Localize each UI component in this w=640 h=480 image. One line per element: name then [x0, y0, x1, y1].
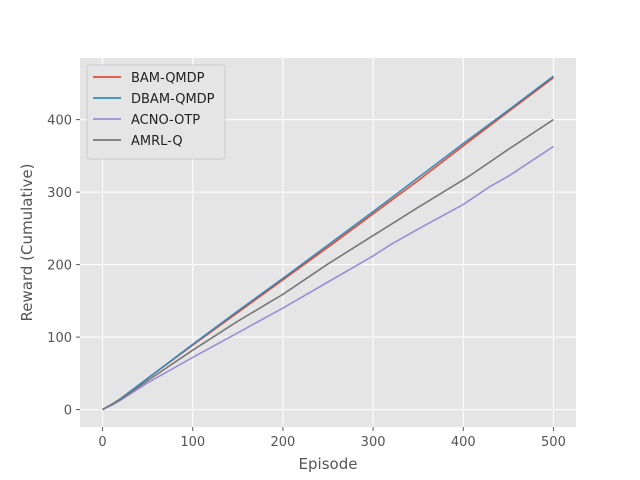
y-tick-label: 200 [47, 259, 72, 274]
y-axis-title: Reward (Cumulative) [18, 164, 36, 322]
x-tick-label: 400 [451, 435, 476, 450]
y-tick-label: 0 [64, 404, 72, 419]
legend: BAM-QMDP DBAM-QMDP ACNO-OTP AMRL-Q [86, 64, 226, 160]
grid-lines [80, 58, 576, 427]
legend-label: DBAM-QMDP [131, 92, 215, 107]
series-layer [102, 75, 554, 411]
series-line-acno-otp [102, 145, 554, 411]
x-axis: 0 100 200 300 400 500 [98, 427, 566, 450]
legend-label: ACNO-OTP [131, 113, 200, 128]
x-tick-label: 100 [180, 435, 205, 450]
y-tick-label: 400 [47, 114, 72, 129]
y-tick-label: 100 [47, 331, 72, 346]
x-tick-label: 0 [98, 435, 106, 450]
legend-box [86, 64, 226, 160]
y-tick-label: 300 [47, 186, 72, 201]
x-tick-label: 200 [270, 435, 295, 450]
legend-label: BAM-QMDP [131, 71, 205, 86]
y-axis: 0 100 200 300 400 [47, 114, 80, 419]
series-line-amrl-q [102, 118, 554, 411]
legend-label: AMRL-Q [131, 134, 183, 149]
x-tick-label: 300 [361, 435, 386, 450]
x-axis-title: Episode [299, 455, 358, 473]
x-tick-label: 500 [541, 435, 566, 450]
